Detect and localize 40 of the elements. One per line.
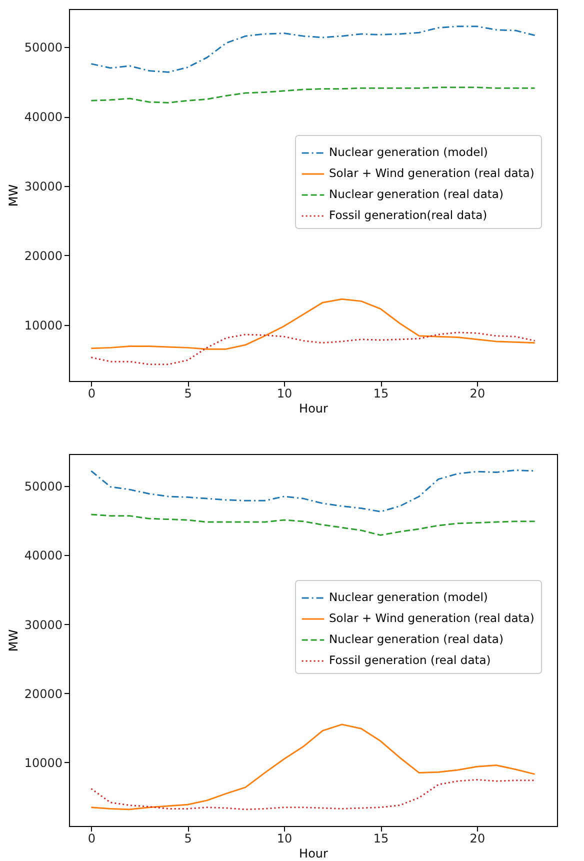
legend-label: Fossil generation(real data) (329, 208, 488, 222)
legend-label: Nuclear generation (real data) (329, 632, 504, 646)
y-tick-label: 40000 (24, 110, 62, 124)
x-axis-title: Hour (299, 402, 328, 416)
legend-label: Solar + Wind generation (real data) (329, 611, 534, 625)
y-tick-label: 20000 (24, 686, 62, 701)
x-tick-label: 20 (470, 386, 486, 400)
x-tick-label: 15 (373, 386, 389, 400)
legend-label: Nuclear generation (real data) (329, 187, 504, 201)
x-tick-label: 20 (470, 832, 486, 846)
x-tick-label: 10 (276, 386, 292, 400)
x-axis-title: Hour (299, 846, 328, 860)
y-tick-label: 40000 (24, 548, 62, 563)
legend-label: Solar + Wind generation (real data) (329, 166, 534, 180)
x-tick-label: 0 (88, 832, 96, 846)
line-series (90, 332, 536, 366)
line-series (90, 724, 536, 810)
line-series (90, 86, 536, 104)
y-tick-label: 50000 (24, 40, 62, 55)
legend-label: Nuclear generation (model) (329, 590, 488, 604)
x-tick-label: 10 (276, 832, 292, 846)
y-axis-title: MW (6, 184, 20, 207)
legend-label: Fossil generation (real data) (329, 653, 491, 667)
y-tick-label: 50000 (24, 480, 62, 494)
y-axis-title: MW (6, 629, 20, 652)
y-tick-label: 20000 (24, 248, 62, 263)
x-tick-label: 15 (373, 832, 389, 846)
line-series (90, 778, 536, 810)
line-series (90, 469, 536, 512)
line-series (90, 26, 536, 73)
y-tick-label: 30000 (24, 179, 62, 194)
x-tick-label: 0 (88, 386, 96, 400)
x-tick-label: 5 (184, 832, 192, 846)
legend-label: Nuclear generation (model) (329, 145, 488, 159)
line-series (90, 298, 536, 350)
x-tick-label: 5 (184, 386, 192, 400)
y-tick-label: 10000 (24, 756, 62, 770)
y-tick-label: 30000 (24, 618, 62, 632)
y-tick-label: 10000 (24, 318, 62, 332)
line-series (90, 514, 536, 536)
